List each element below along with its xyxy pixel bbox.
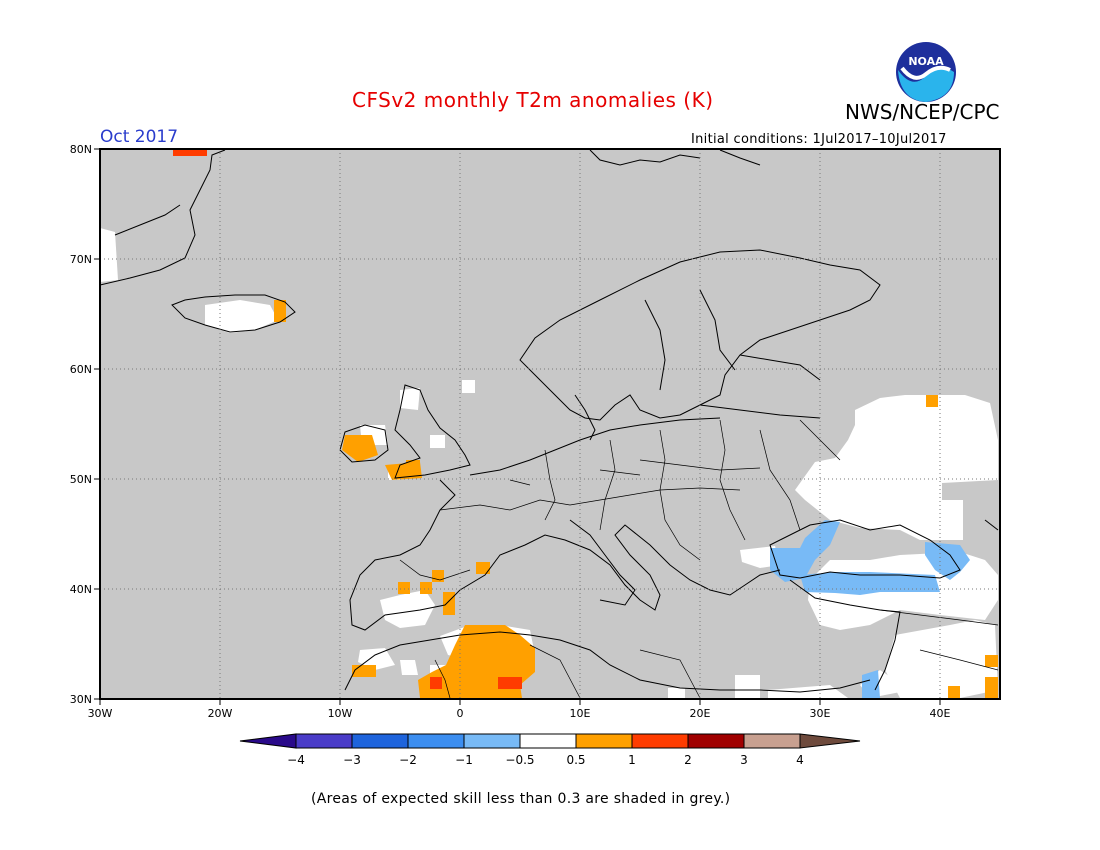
colorbar-label: 1	[628, 753, 636, 767]
lon-label: 40E	[930, 707, 951, 720]
colorbar-label: −3	[343, 753, 361, 767]
lon-label: 10W	[328, 707, 353, 720]
skill-footnote: (Areas of expected skill less than 0.3 a…	[311, 791, 731, 807]
anomaly-lightblue-regions	[770, 520, 970, 698]
noaa-logo: NOAA	[896, 42, 956, 102]
lon-label: 30E	[810, 707, 831, 720]
colorbar-swatch	[743, 733, 801, 749]
colorbar-label: −0.5	[505, 753, 534, 767]
lat-label: 80N	[70, 143, 92, 156]
colorbar-label: −1	[455, 753, 473, 767]
map-title: CFSv2 monthly T2m anomalies (K)	[352, 88, 714, 112]
colorbar-label: 0.5	[566, 753, 585, 767]
organization-label: NWS/NCEP/CPC	[845, 100, 1000, 124]
colorbar-label: −2	[399, 753, 417, 767]
lat-label: 30N	[70, 693, 92, 706]
lat-label: 60N	[70, 363, 92, 376]
initial-conditions: Initial conditions: 1Jul2017–10Jul2017	[691, 132, 947, 147]
colorbar-swatch	[351, 733, 409, 749]
map-frame	[99, 148, 1001, 700]
lat-label: 40N	[70, 583, 92, 596]
forecast-month: Oct 2017	[100, 127, 179, 147]
country-borders	[399, 419, 999, 699]
colorbar	[239, 733, 861, 749]
lon-label: 20W	[208, 707, 233, 720]
colorbar-swatch	[295, 733, 353, 749]
logo-text: NOAA	[908, 55, 944, 68]
colorbar-swatch	[575, 733, 633, 749]
colorbar-label: 4	[796, 753, 804, 767]
lon-label: 10E	[570, 707, 591, 720]
colorbar-swatch	[463, 733, 521, 749]
lon-label: 20E	[690, 707, 711, 720]
colorbar-swatch	[407, 733, 465, 749]
colorbar-swatch	[631, 733, 689, 749]
colorbar-label: 2	[684, 753, 692, 767]
lon-label: 0	[457, 707, 464, 720]
colorbar-label: −4	[287, 753, 305, 767]
longitude-axis	[99, 699, 941, 705]
lat-label: 70N	[70, 253, 92, 266]
lon-label: 30W	[88, 707, 113, 720]
lat-label: 50N	[70, 473, 92, 486]
latitude-axis	[94, 148, 100, 700]
colorbar-label: 3	[740, 753, 748, 767]
anomaly-red-regions	[173, 149, 522, 689]
colorbar-swatch	[239, 733, 297, 749]
colorbar-swatch	[687, 733, 745, 749]
colorbar-swatch	[799, 733, 861, 749]
colorbar-swatch	[519, 733, 577, 749]
